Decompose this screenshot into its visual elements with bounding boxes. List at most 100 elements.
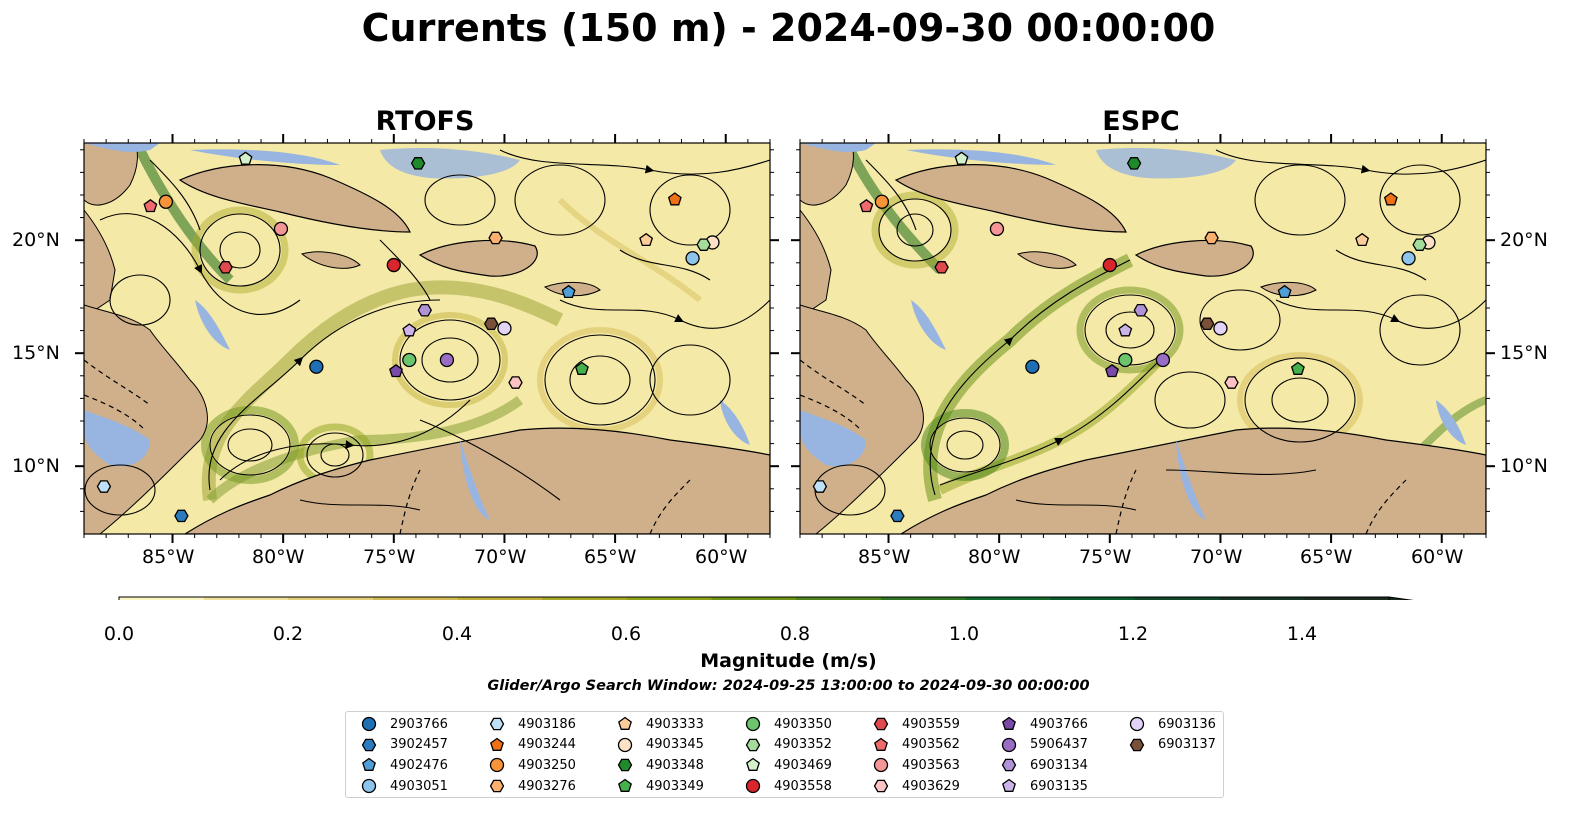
- legend-entry: 5906437: [1000, 735, 1088, 755]
- circle-marker-icon: [489, 758, 505, 773]
- float-marker-4903186[interactable]: [96, 480, 112, 493]
- float-marker-6903135[interactable]: [1118, 323, 1133, 337]
- circle-marker-icon: [873, 758, 889, 773]
- float-marker-6903137[interactable]: [483, 317, 499, 331]
- colorbar-segment: [1135, 597, 1221, 600]
- float-marker-4902476[interactable]: [561, 284, 576, 299]
- legend-entry-label: 4903350: [774, 716, 832, 732]
- float-marker-4903333[interactable]: [639, 232, 654, 247]
- legend-entry: 4903250: [488, 755, 576, 775]
- float-marker-4903276[interactable]: [488, 231, 503, 245]
- lon-tick-label-espc: 75°W: [1079, 546, 1132, 568]
- hexagon-marker-icon: [873, 717, 889, 731]
- float-marker-4903276[interactable]: [1204, 231, 1219, 245]
- colorbar-segment: [796, 597, 882, 600]
- float-marker-2903766[interactable]: [1025, 359, 1040, 374]
- colorbar-segment: [1050, 597, 1136, 600]
- float-marker-4903558[interactable]: [386, 257, 401, 273]
- float-marker-4903559[interactable]: [934, 261, 949, 274]
- lon-tick-label-espc: 60°W: [1411, 546, 1464, 568]
- float-marker-5906437[interactable]: [1155, 352, 1171, 368]
- float-marker-4903469[interactable]: [954, 151, 969, 165]
- float-marker-4903629[interactable]: [508, 376, 523, 389]
- float-marker-6903134[interactable]: [1133, 303, 1149, 317]
- legend-entry-label: 6903137: [1158, 737, 1216, 753]
- legend-entry-label: 6903136: [1158, 716, 1216, 732]
- lon-tick-label-espc: 70°W: [1190, 546, 1243, 568]
- float-marker-4903469[interactable]: [238, 151, 253, 165]
- float-marker-4903250[interactable]: [874, 194, 890, 209]
- pentagon-marker-icon: [362, 758, 376, 772]
- float-marker-4903348[interactable]: [410, 157, 426, 170]
- float-marker-4903349[interactable]: [1290, 361, 1305, 375]
- float-marker-2903766[interactable]: [309, 359, 324, 374]
- hexagon-marker-icon: [1001, 759, 1017, 772]
- legend-entry: 6903136: [1128, 714, 1216, 734]
- circle-marker-icon: [361, 778, 377, 794]
- float-marker-4903051[interactable]: [685, 251, 700, 266]
- lon-tick-label-espc: 80°W: [968, 546, 1021, 568]
- lon-tick-label-rtofs: 60°W: [695, 546, 748, 568]
- legend-entry-label: 6903135: [1030, 778, 1088, 794]
- float-marker-4903563[interactable]: [273, 221, 289, 237]
- pentagon-marker-icon: [618, 716, 632, 730]
- float-marker-4903051[interactable]: [1401, 251, 1416, 266]
- float-marker-6903135[interactable]: [402, 323, 417, 337]
- legend-entry-label: 4903276: [518, 778, 576, 794]
- float-marker-4903349[interactable]: [574, 361, 589, 375]
- lat-tick-label-right: 15°N: [1500, 342, 1548, 364]
- float-marker-4903558[interactable]: [1102, 257, 1117, 273]
- float-marker-4903559[interactable]: [218, 261, 233, 274]
- float-marker-4903244[interactable]: [667, 192, 682, 206]
- circle-marker-icon: [745, 716, 761, 732]
- float-marker-4903244[interactable]: [1383, 192, 1398, 206]
- colorbar: [118, 596, 1414, 600]
- hexagon-marker-icon: [489, 717, 505, 731]
- legend-entry: 4903276: [488, 776, 576, 796]
- legend-entry: 4903562: [872, 735, 960, 755]
- colorbar-segment: [203, 597, 289, 600]
- float-marker-4903250[interactable]: [158, 194, 174, 209]
- float-marker-4903766[interactable]: [389, 363, 403, 378]
- float-marker-6903137[interactable]: [1199, 317, 1215, 331]
- float-marker-4903352[interactable]: [1412, 238, 1427, 251]
- colorbar-tick-label: 0.2: [272, 623, 304, 645]
- legend: 2903766 3902457 4902476 4903051 4903186 49032…: [345, 711, 1224, 798]
- axis-ticks: [75, 134, 1495, 543]
- float-marker-4903562[interactable]: [143, 198, 158, 213]
- colorbar-segment: [1219, 597, 1305, 600]
- legend-entry-label: 4903244: [518, 737, 576, 753]
- legend-entry: 4903348: [616, 755, 704, 775]
- float-marker-4903766[interactable]: [1105, 363, 1119, 378]
- colorbar-segment: [965, 597, 1051, 600]
- legend-entry: 4902476: [360, 755, 448, 775]
- float-marker-4903629[interactable]: [1224, 376, 1239, 389]
- float-marker-5906437[interactable]: [439, 352, 455, 368]
- colorbar-tick-label: 0.8: [779, 623, 811, 645]
- float-marker-4903350[interactable]: [402, 352, 417, 368]
- float-marker-4903350[interactable]: [1118, 352, 1133, 368]
- streamlines-rtofs: [84, 149, 770, 516]
- float-marker-4902476[interactable]: [1277, 284, 1292, 299]
- float-marker-3902457[interactable]: [890, 509, 905, 523]
- legend-entry: 4903349: [616, 776, 704, 796]
- legend-entry-label: 4903558: [774, 778, 832, 794]
- colorbar-frame: [118, 596, 1389, 600]
- colorbar-label: Magnitude (m/s): [700, 650, 877, 672]
- float-marker-6903136[interactable]: [497, 321, 512, 336]
- float-marker-4903333[interactable]: [1355, 232, 1370, 247]
- float-marker-4903186[interactable]: [812, 480, 828, 493]
- colorbar-tick-label: 0.4: [441, 623, 473, 645]
- float-marker-4903348[interactable]: [1126, 157, 1142, 170]
- legend-entry-label: 4903352: [774, 737, 832, 753]
- legend-entry-label: 6903134: [1030, 757, 1088, 773]
- float-marker-6903134[interactable]: [417, 303, 433, 317]
- legend-entry-label: 4903562: [902, 737, 960, 753]
- float-marker-4903563[interactable]: [989, 221, 1005, 237]
- float-marker-3902457[interactable]: [174, 509, 189, 523]
- float-marker-4903562[interactable]: [859, 198, 874, 213]
- legend-entry-label: 4903250: [518, 757, 576, 773]
- pentagon-marker-icon: [874, 737, 888, 751]
- float-marker-6903136[interactable]: [1213, 321, 1228, 336]
- float-marker-4903352[interactable]: [696, 238, 711, 251]
